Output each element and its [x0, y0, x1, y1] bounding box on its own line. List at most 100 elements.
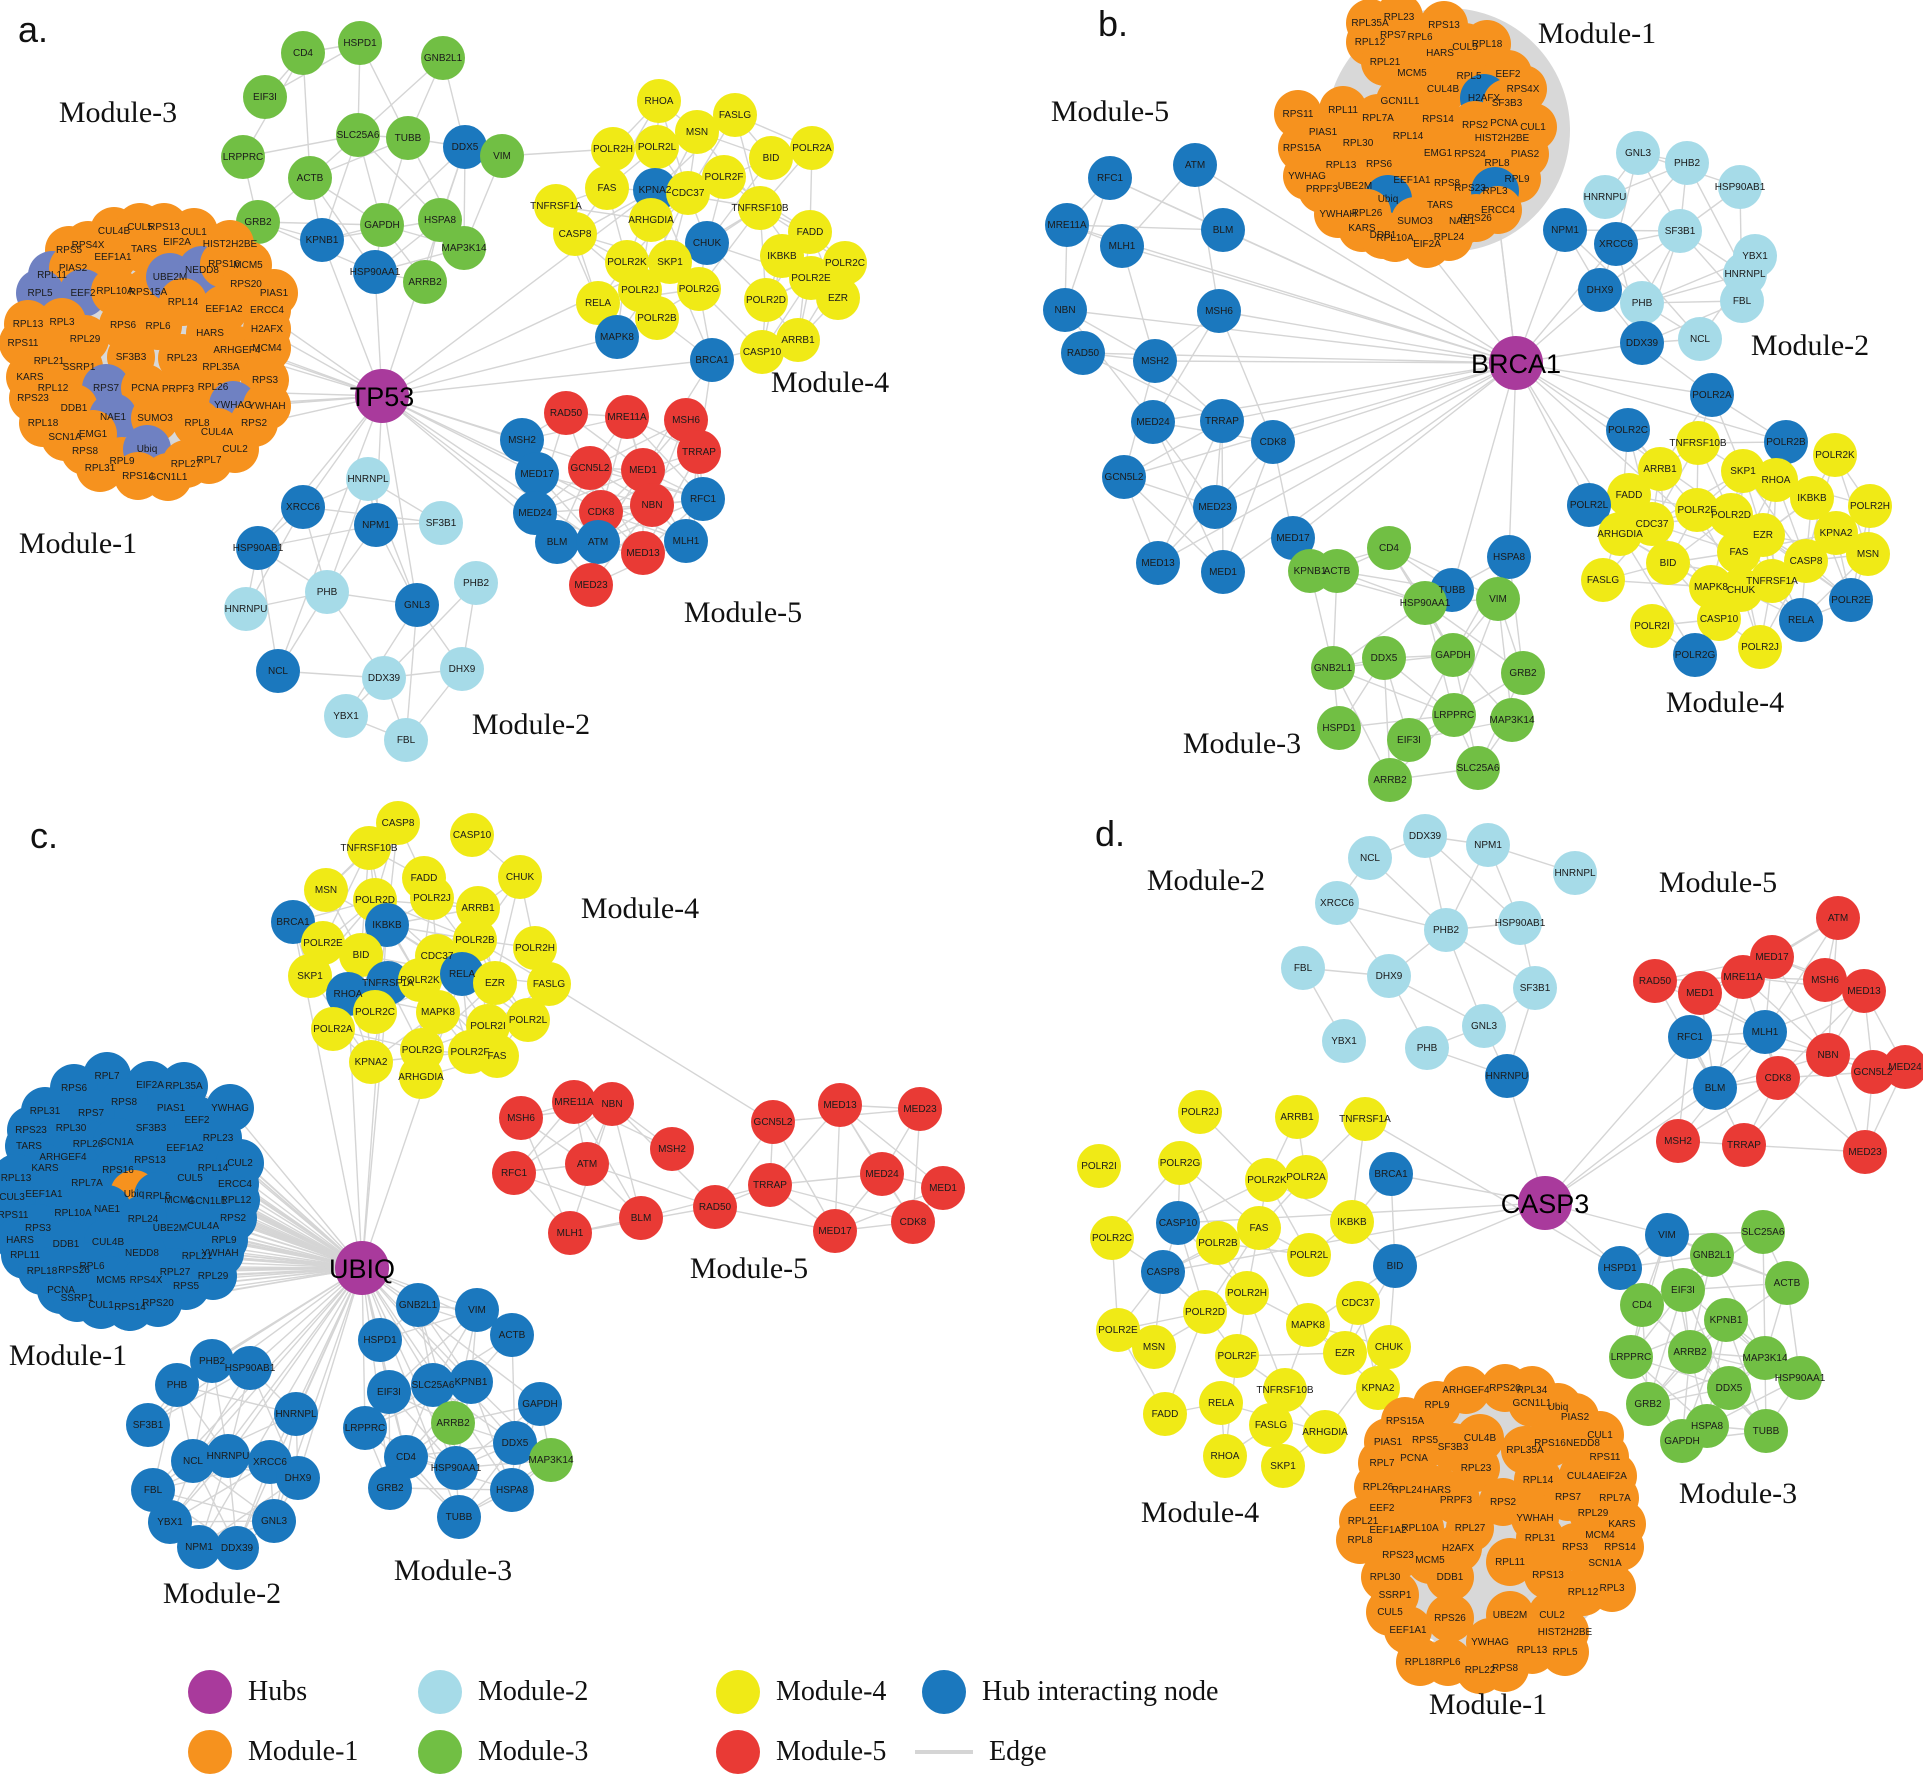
- node-FASLG[interactable]: [1249, 1403, 1293, 1447]
- node-TRRAP[interactable]: [1722, 1123, 1766, 1167]
- node-RPL31[interactable]: [76, 444, 124, 492]
- node-POLR2B[interactable]: [1196, 1221, 1240, 1265]
- node-DDX39[interactable]: [215, 1526, 259, 1570]
- node-LRPPRC[interactable]: [1432, 693, 1476, 737]
- node-POLR2L[interactable]: [506, 998, 550, 1042]
- node-KPNA2[interactable]: [1356, 1366, 1400, 1410]
- node-ARRB2[interactable]: [431, 1401, 475, 1445]
- node-SLC25A6[interactable]: [1741, 1210, 1785, 1254]
- node-GNB2L1[interactable]: [1690, 1233, 1734, 1277]
- node-SKP1[interactable]: [288, 954, 332, 998]
- node-POLR2D[interactable]: [1183, 1290, 1227, 1334]
- node-NBN[interactable]: [1806, 1033, 1850, 1077]
- node-PHB[interactable]: [1620, 281, 1664, 325]
- node-MED24[interactable]: [860, 1152, 904, 1196]
- node-ARRB1[interactable]: [1275, 1095, 1319, 1139]
- node-MSH2[interactable]: [1656, 1119, 1700, 1163]
- node-FAS[interactable]: [585, 166, 629, 210]
- node-CASP10[interactable]: [1697, 597, 1741, 641]
- node-MED17[interactable]: [813, 1209, 857, 1253]
- node-TNFRSF10B[interactable]: [1263, 1368, 1307, 1412]
- node-DDX39[interactable]: [1620, 321, 1664, 365]
- node-FAS[interactable]: [475, 1034, 519, 1078]
- node-HSP90AA1[interactable]: [1778, 1356, 1822, 1400]
- node-SLC25A6[interactable]: [411, 1363, 455, 1407]
- node-POLR2B[interactable]: [453, 918, 497, 962]
- node-POLR2F[interactable]: [702, 155, 746, 199]
- node-MSN[interactable]: [304, 868, 348, 912]
- node-RPS20[interactable]: [134, 1279, 182, 1327]
- node-NPM1[interactable]: [1543, 208, 1587, 252]
- node-POLR2C[interactable]: [823, 241, 867, 285]
- node-MED1[interactable]: [1678, 971, 1722, 1015]
- node-ATM[interactable]: [1173, 143, 1217, 187]
- node-RPL3[interactable]: [1588, 1564, 1636, 1612]
- node-MAPK8[interactable]: [416, 990, 460, 1034]
- node-ACTB[interactable]: [288, 156, 332, 200]
- node-FBL[interactable]: [1720, 279, 1764, 323]
- node-MLH1[interactable]: [1743, 1010, 1787, 1054]
- node-MED23[interactable]: [569, 563, 613, 607]
- node-MED23[interactable]: [1193, 485, 1237, 529]
- node-HSP90AB1[interactable]: [1498, 901, 1542, 945]
- node-MSH2[interactable]: [650, 1127, 694, 1171]
- node-RPL24[interactable]: [1425, 213, 1473, 261]
- node-RPS26[interactable]: [1426, 1594, 1474, 1642]
- node-MED13[interactable]: [1842, 969, 1886, 1013]
- node-RHOA[interactable]: [637, 79, 681, 123]
- node-DDX5[interactable]: [1362, 636, 1406, 680]
- node-POLR2I[interactable]: [1077, 1144, 1121, 1188]
- node-BID[interactable]: [1373, 1244, 1417, 1288]
- node-POLR2B[interactable]: [1764, 420, 1808, 464]
- node-MAP3K14[interactable]: [529, 1438, 573, 1482]
- node-MSH6[interactable]: [1197, 289, 1241, 333]
- node-SF3B1[interactable]: [419, 501, 463, 545]
- node-EIF3I[interactable]: [243, 75, 287, 119]
- node-ATM[interactable]: [576, 520, 620, 564]
- node-KPNA2[interactable]: [1814, 511, 1858, 555]
- node-MED24[interactable]: [1131, 400, 1175, 444]
- node-MRE11A[interactable]: [605, 395, 649, 439]
- node-ARHGDIA[interactable]: [399, 1055, 443, 1099]
- node-EZR[interactable]: [816, 276, 860, 320]
- node-POLR2I[interactable]: [1630, 604, 1674, 648]
- node-MRE11A[interactable]: [552, 1080, 596, 1124]
- node-MED24[interactable]: [1883, 1045, 1923, 1089]
- node-BRCA1[interactable]: [690, 338, 734, 382]
- node-ACTB[interactable]: [1765, 1261, 1809, 1305]
- node-POLR2K[interactable]: [1245, 1158, 1289, 1202]
- node-TNFRSF1A[interactable]: [1750, 559, 1794, 603]
- node-GNL3[interactable]: [395, 583, 439, 627]
- node-MLH1[interactable]: [664, 519, 708, 563]
- node-HSPD1[interactable]: [338, 21, 382, 65]
- node-POLR2J[interactable]: [1178, 1090, 1222, 1134]
- node-POLR2K[interactable]: [1813, 433, 1857, 477]
- node-POLR2H[interactable]: [1848, 484, 1892, 528]
- node-HNRNPU[interactable]: [1583, 175, 1627, 219]
- node-RHOA[interactable]: [1754, 458, 1798, 502]
- node-MED1[interactable]: [621, 448, 665, 492]
- node-TNFRSF10B[interactable]: [738, 186, 782, 230]
- node-HNRNPL[interactable]: [1553, 851, 1597, 895]
- node-FASLG[interactable]: [713, 93, 757, 137]
- node-SLC25A6[interactable]: [1456, 746, 1500, 790]
- node-RAD50[interactable]: [544, 391, 588, 435]
- node-IKBKB[interactable]: [365, 903, 409, 947]
- node-MAPK8[interactable]: [595, 315, 639, 359]
- node-POLR2E[interactable]: [1829, 578, 1873, 622]
- node-HNRNPL[interactable]: [346, 457, 390, 501]
- node-CD4[interactable]: [281, 31, 325, 75]
- node-HNRNPL[interactable]: [274, 1392, 318, 1436]
- node-VIM[interactable]: [1645, 1213, 1689, 1257]
- node-POLR2D[interactable]: [744, 278, 788, 322]
- node-GAPDH[interactable]: [518, 1382, 562, 1426]
- node-DHX9[interactable]: [1367, 954, 1411, 998]
- node-DHX9[interactable]: [1578, 268, 1622, 312]
- node-ACTB[interactable]: [490, 1313, 534, 1357]
- node-EZR[interactable]: [473, 961, 517, 1005]
- node-GNB2L1[interactable]: [421, 36, 465, 80]
- node-MSH2[interactable]: [1133, 339, 1177, 383]
- node-POLR2E[interactable]: [301, 921, 345, 965]
- node-MAPK8[interactable]: [1286, 1303, 1330, 1347]
- node-RHOA[interactable]: [1203, 1434, 1247, 1478]
